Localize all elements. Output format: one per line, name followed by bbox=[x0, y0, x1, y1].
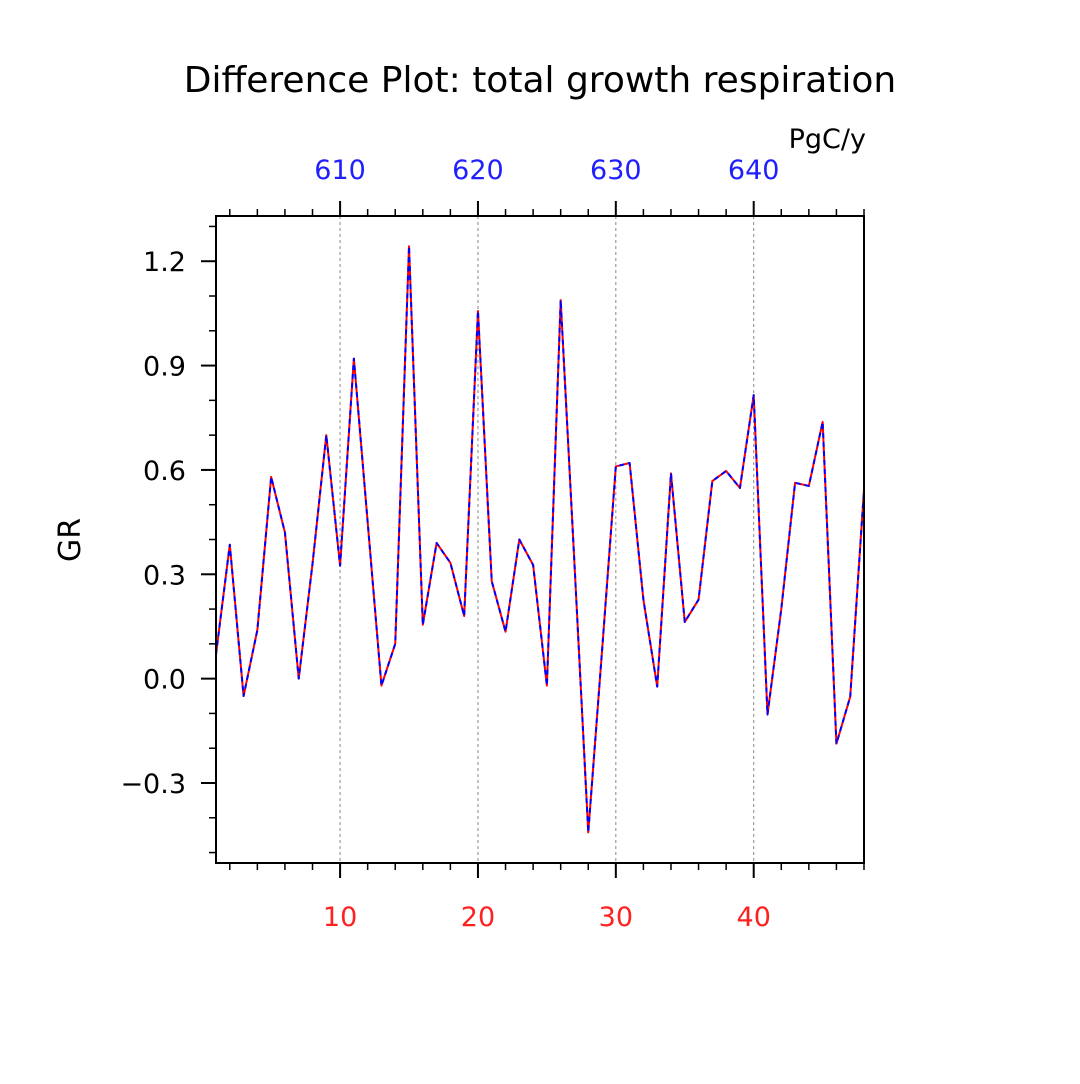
x-tick-label: 30 bbox=[599, 902, 633, 933]
units-label: PgC/y bbox=[789, 124, 866, 155]
y-tick-label: −0.3 bbox=[120, 769, 186, 800]
top-tick-label: 610 bbox=[314, 155, 366, 186]
chart-title: Difference Plot: total growth respiratio… bbox=[184, 60, 897, 101]
y-tick-label: 0.6 bbox=[143, 456, 186, 487]
series-blue-line bbox=[215, 245, 865, 834]
plot-frame bbox=[215, 215, 865, 864]
top-tick-label: 620 bbox=[452, 155, 504, 186]
y-tick-label: 0.0 bbox=[143, 665, 186, 696]
x-tick-label: 10 bbox=[323, 902, 357, 933]
x-tick-label: 20 bbox=[461, 902, 495, 933]
x-tick-label: 40 bbox=[737, 902, 771, 933]
y-tick-label: 0.3 bbox=[143, 560, 186, 591]
y-tick-label: 1.2 bbox=[143, 247, 186, 278]
y-tick-label: 0.9 bbox=[143, 352, 186, 383]
top-tick-label: 630 bbox=[590, 155, 642, 186]
y-axis-label: GR bbox=[53, 518, 88, 562]
series-red-line bbox=[215, 245, 865, 834]
top-tick-label: 640 bbox=[728, 155, 780, 186]
